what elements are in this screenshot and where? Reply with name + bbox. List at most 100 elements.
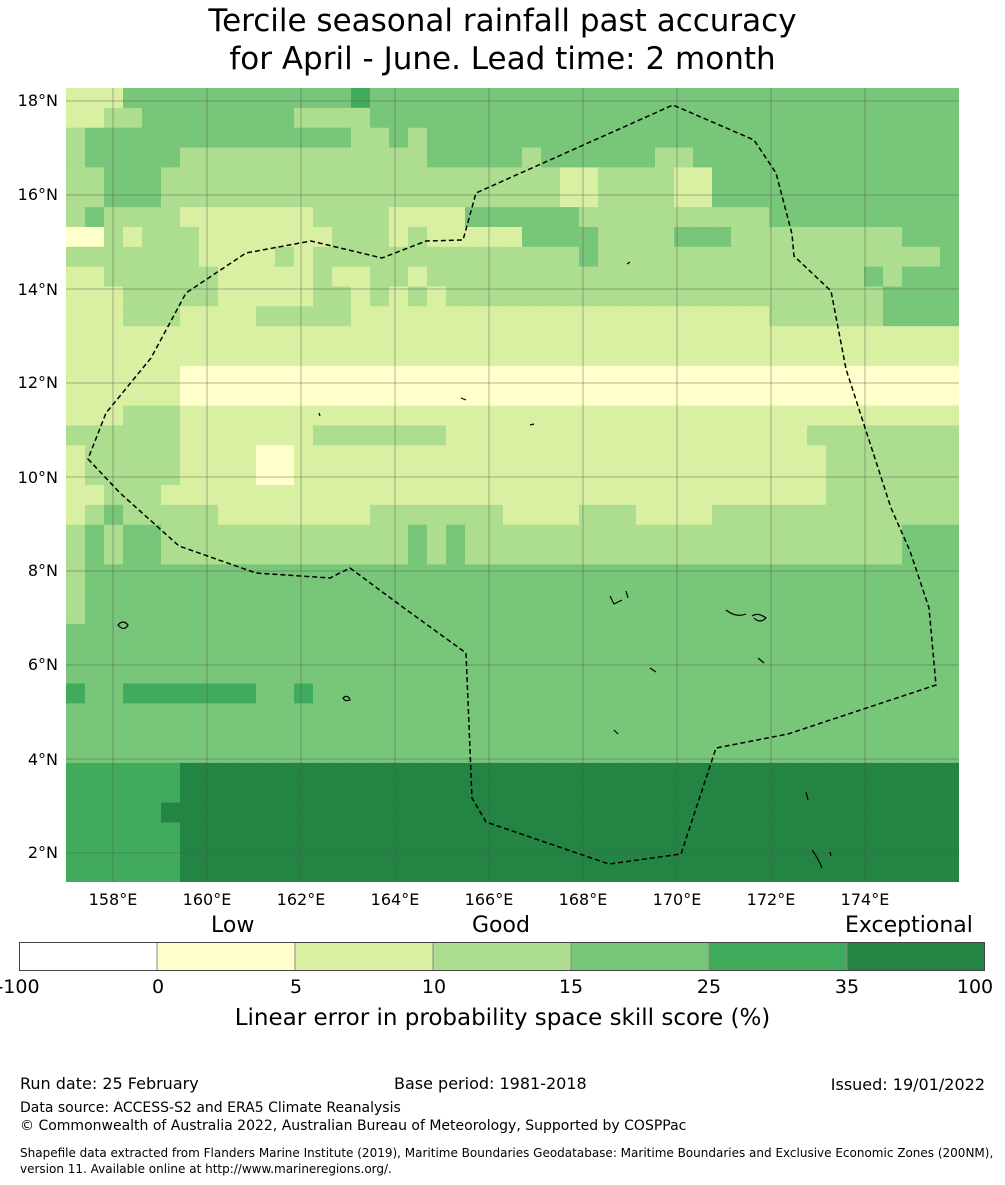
grid-cell xyxy=(655,445,675,466)
grid-cell xyxy=(731,147,751,168)
grid-cell xyxy=(237,385,257,407)
grid-cell xyxy=(921,306,941,327)
grid-cell xyxy=(484,842,504,863)
grid-cell xyxy=(123,107,143,129)
grid-cell xyxy=(389,88,409,109)
grid-cell xyxy=(85,723,105,744)
grid-cell xyxy=(66,683,86,704)
graticule xyxy=(66,88,959,882)
grid-cell xyxy=(503,127,523,149)
grid-cell xyxy=(940,643,959,665)
grid-cell xyxy=(85,226,105,248)
grid-cell xyxy=(123,246,143,268)
grid-cell xyxy=(902,723,922,744)
grid-cell xyxy=(693,762,713,784)
grid-cell xyxy=(940,802,959,824)
grid-cell xyxy=(807,187,827,208)
grid-cell xyxy=(256,107,276,129)
grid-cell xyxy=(294,485,314,506)
grid-cell xyxy=(883,326,903,347)
grid-cell xyxy=(617,88,637,109)
grid-cell xyxy=(579,346,599,367)
grid-cell xyxy=(484,683,504,704)
grid-cell xyxy=(180,246,200,268)
grid-cell xyxy=(275,465,295,486)
grid-cell xyxy=(275,187,295,208)
grid-cell xyxy=(636,663,656,685)
grid-cell xyxy=(256,207,276,228)
grid-cell xyxy=(807,862,827,882)
grid-cell xyxy=(921,465,941,486)
grid-cell xyxy=(484,862,504,882)
grid-cell xyxy=(294,782,314,804)
grid-cell xyxy=(218,286,238,307)
grid-cell xyxy=(389,425,409,446)
grid-cell xyxy=(617,485,637,506)
grid-cell xyxy=(617,544,637,565)
grid-cell xyxy=(275,842,295,863)
grid-cell xyxy=(674,306,694,327)
grid-cell xyxy=(864,802,884,824)
grid-cell xyxy=(85,187,105,208)
grid-cell xyxy=(579,465,599,486)
colorbar-bin xyxy=(294,942,434,971)
grid-cell xyxy=(902,385,922,407)
grid-cell xyxy=(180,524,200,546)
grid-cell xyxy=(902,623,922,645)
grid-cell xyxy=(237,584,257,605)
grid-cell xyxy=(940,822,959,843)
grid-cell xyxy=(123,167,143,188)
grid-cell xyxy=(750,425,770,446)
grid-cell xyxy=(503,544,523,565)
grid-cell xyxy=(237,88,257,109)
grid-cell xyxy=(636,465,656,486)
grid-cell xyxy=(731,167,751,188)
grid-cell xyxy=(598,842,618,863)
grid-cell xyxy=(161,703,181,724)
grid-cell xyxy=(85,445,105,466)
grid-cell xyxy=(541,485,561,506)
grid-cell xyxy=(218,346,238,367)
grid-cell xyxy=(66,306,86,327)
grid-cell xyxy=(332,365,352,387)
grid-cell xyxy=(389,326,409,347)
grid-cell xyxy=(85,167,105,188)
grid-cell xyxy=(598,623,618,645)
grid-cell xyxy=(294,723,314,744)
grid-cell xyxy=(275,643,295,665)
grid-cell xyxy=(617,564,637,585)
grid-cell xyxy=(484,703,504,724)
grid-cell xyxy=(351,167,371,188)
grid-cell xyxy=(142,246,162,268)
grid-cell xyxy=(104,822,124,843)
grid-cell xyxy=(940,623,959,645)
grid-cell xyxy=(237,524,257,546)
grid-cell xyxy=(370,782,390,804)
grid-cell xyxy=(408,365,428,387)
grid-cell xyxy=(104,266,124,288)
grid-cell xyxy=(427,743,447,764)
grid-cell xyxy=(902,425,922,446)
grid-cell xyxy=(655,524,675,546)
grid-cell xyxy=(389,683,409,704)
grid-cell xyxy=(275,326,295,347)
grid-cell xyxy=(883,187,903,208)
grid-cell xyxy=(180,504,200,526)
grid-cell xyxy=(579,405,599,427)
grid-cell xyxy=(142,762,162,784)
grid-cell xyxy=(503,743,523,764)
grid-cell xyxy=(617,286,637,307)
colorbar-bin xyxy=(19,942,158,971)
grid-cell xyxy=(389,703,409,724)
grid-cell xyxy=(769,187,789,208)
grid-cell xyxy=(85,147,105,168)
grid-cell xyxy=(446,802,466,824)
grid-cell xyxy=(465,167,485,188)
grid-cell xyxy=(370,663,390,685)
grid-cell xyxy=(389,445,409,466)
grid-cell xyxy=(104,544,124,565)
grid-cell xyxy=(560,485,580,506)
base-period: Base period: 1981-2018 xyxy=(394,1074,587,1093)
grid-cell xyxy=(921,703,941,724)
grid-cell xyxy=(123,524,143,546)
